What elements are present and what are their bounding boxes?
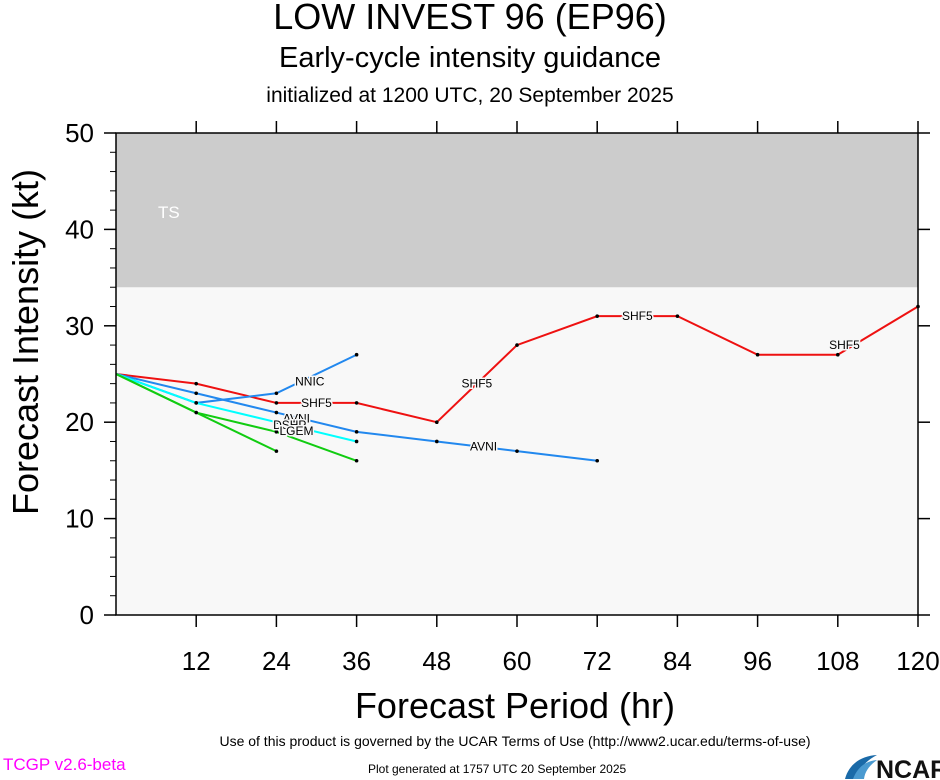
y-tick-label: 10 xyxy=(65,504,94,534)
x-tick-label: 12 xyxy=(182,646,211,676)
x-tick-label: 120 xyxy=(896,646,939,676)
series-label-avni: AVNI xyxy=(283,411,310,425)
series-label-dshp: DSHP xyxy=(273,418,306,432)
data-point xyxy=(595,458,599,463)
ncar-logo-text: NCAR xyxy=(876,756,940,780)
y-axis-label: Forecast Intensity (kt) xyxy=(5,169,46,515)
y-tick-label: 30 xyxy=(65,311,94,341)
data-point xyxy=(274,410,279,415)
x-axis-label: Forecast Period (hr) xyxy=(355,685,675,726)
chart-subtitle: Early-cycle intensity guidance xyxy=(278,42,661,74)
init-time: initialized at 1200 UTC, 20 September 20… xyxy=(266,84,674,107)
x-tick-label: 96 xyxy=(743,646,772,676)
data-point xyxy=(274,391,279,396)
x-tick-label: 72 xyxy=(583,646,612,676)
x-tick-label: 48 xyxy=(422,646,451,676)
ncar-logo: NCAR xyxy=(845,755,940,780)
version-label: TCGP v2.6-beta xyxy=(3,755,126,774)
data-point xyxy=(274,449,279,453)
band-ts xyxy=(116,133,918,288)
data-point xyxy=(354,352,359,357)
data-point xyxy=(354,401,359,405)
data-point xyxy=(755,352,760,357)
data-point xyxy=(194,410,198,415)
generated-timestamp: Plot generated at 1757 UTC 20 September … xyxy=(368,762,627,776)
series-label-avni: AVNI xyxy=(470,439,497,453)
data-point xyxy=(274,401,279,405)
data-point xyxy=(675,314,680,318)
data-point xyxy=(435,439,439,444)
data-point xyxy=(435,420,439,425)
band-label-ts: TS xyxy=(158,203,180,222)
data-point xyxy=(274,420,279,425)
data-point xyxy=(194,391,198,396)
y-tick-label: 20 xyxy=(65,407,94,437)
series-label-shf5: SHF5 xyxy=(301,396,332,410)
data-point xyxy=(354,458,359,463)
data-point xyxy=(274,430,279,434)
y-tick-label: 40 xyxy=(65,214,94,244)
x-tick-label: 108 xyxy=(816,646,859,676)
x-tick-label: 24 xyxy=(262,646,291,676)
x-tick-label: 84 xyxy=(663,646,692,676)
terms-of-use-notice: Use of this product is governed by the U… xyxy=(219,733,811,749)
data-point xyxy=(354,430,359,434)
x-tick-label: 60 xyxy=(503,646,532,676)
y-tick-label: 0 xyxy=(80,600,94,630)
intensity-chart: TSSHF5SHF5SHF5SHF5AVNIAVNINNICDSHPLGEM01… xyxy=(5,118,940,726)
data-point xyxy=(354,439,359,444)
data-point xyxy=(595,314,599,318)
series-label-shf5: SHF5 xyxy=(622,309,653,323)
data-point xyxy=(194,381,198,386)
series-label-shf5: SHF5 xyxy=(829,338,860,352)
data-point xyxy=(515,449,519,453)
series-label-nnic: NNIC xyxy=(295,375,325,389)
series-label-lgem: LGEM xyxy=(279,424,313,438)
data-point xyxy=(836,352,840,357)
series-label-shf5: SHF5 xyxy=(462,377,493,391)
y-tick-label: 50 xyxy=(65,118,94,148)
data-point xyxy=(194,401,198,405)
series-line-dshp xyxy=(115,373,357,443)
data-point xyxy=(515,343,519,347)
chart-title: LOW INVEST 96 (EP96) xyxy=(273,0,667,37)
x-tick-label: 36 xyxy=(342,646,371,676)
